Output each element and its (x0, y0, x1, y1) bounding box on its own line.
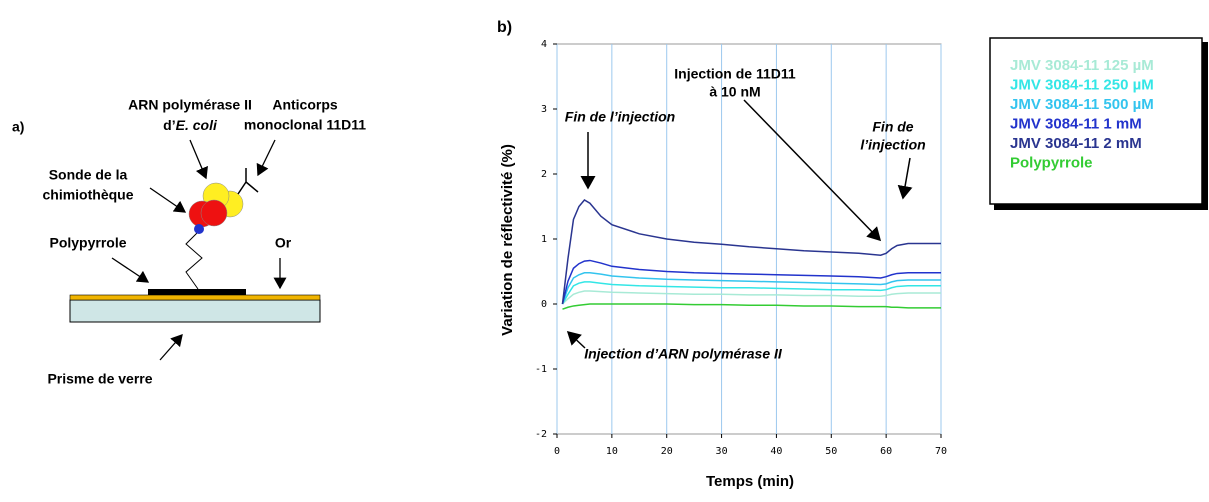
series-line (562, 303, 941, 310)
x-tick-label: 60 (880, 446, 892, 457)
antibody-label: Anticorps (272, 97, 338, 113)
y-axis-label: Variation de réflectivité (%) (499, 144, 516, 336)
annotation-arrow (897, 157, 913, 200)
legend-entry: JMV 3084-11 2 mM (1010, 135, 1142, 152)
y-tick-label: 0 (541, 299, 547, 310)
panel-label: b) (497, 19, 512, 36)
y-tick-label: -2 (535, 429, 547, 440)
legend-entry: JMV 3084-11 125 µM (1010, 57, 1154, 74)
y-tick-label: 1 (541, 234, 547, 245)
antibody-label: monoclonal 11D11 (244, 117, 366, 133)
legend-entry: Polypyrrole (1010, 154, 1093, 171)
enzyme-red (200, 199, 228, 227)
legend-entry: JMV 3084-11 250 µM (1010, 76, 1154, 93)
x-tick-label: 30 (716, 446, 728, 457)
plot-area (556, 43, 942, 435)
antibody-shape (237, 168, 259, 195)
x-tick-label: 10 (606, 446, 618, 457)
legend-entry: JMV 3084-11 500 µM (1010, 96, 1154, 113)
prism-shape (69, 299, 321, 323)
polymer-layer (148, 289, 246, 295)
prism-label: Prisme de verre (47, 371, 152, 387)
annotation: Fin de l’injection (565, 109, 675, 125)
probe-label: Sonde de la (49, 167, 128, 183)
annotation: à 10 nM (709, 84, 760, 100)
x-tick-label: 70 (935, 446, 947, 457)
annotation: Injection de 11D11 (674, 66, 796, 82)
series-line (561, 290, 941, 305)
legend-box (989, 37, 1203, 205)
series-line (561, 199, 941, 305)
x-tick-label: 0 (554, 446, 560, 457)
linker (185, 231, 203, 290)
y-tick-label: 4 (541, 39, 547, 50)
probe-label: chimiothèque (42, 187, 133, 203)
series-line (561, 272, 941, 305)
annotation-arrow (743, 99, 882, 242)
y-tick-label: 2 (541, 169, 547, 180)
panel-label: a) (12, 119, 24, 135)
gold-layer (69, 294, 321, 301)
enzyme-label: d’E. coli (163, 117, 218, 133)
probe-bead (194, 224, 204, 234)
x-tick-label: 40 (770, 446, 782, 457)
y-tick-label: 3 (541, 104, 547, 115)
annotation: Fin de (872, 119, 913, 135)
chart: b) Temps (min) Variation de réflectivité… (497, 19, 1208, 490)
x-tick-label: 50 (825, 446, 837, 457)
series-line (561, 281, 941, 305)
series-line (561, 259, 941, 305)
x-tick-label: 20 (661, 446, 673, 457)
enzyme-label: E. coli (176, 117, 218, 133)
legend-entry: JMV 3084-11 1 mM (1010, 115, 1142, 132)
arrows (111, 139, 287, 361)
gold-label: Or (275, 235, 292, 251)
diagram: a) ARN polymérase II d’E. coli Anticorps… (12, 97, 366, 387)
y-tick-label: -1 (535, 364, 547, 375)
annotation: Injection d’ARN polymérase II (584, 346, 783, 362)
annotation: l’injection (860, 137, 925, 153)
enzyme-label: d’ (163, 117, 175, 133)
x-axis-label: Temps (min) (706, 473, 794, 490)
polymer-label: Polypyrrole (49, 235, 126, 251)
enzyme-label: ARN polymérase II (128, 97, 252, 113)
annotation-arrow (566, 330, 586, 349)
